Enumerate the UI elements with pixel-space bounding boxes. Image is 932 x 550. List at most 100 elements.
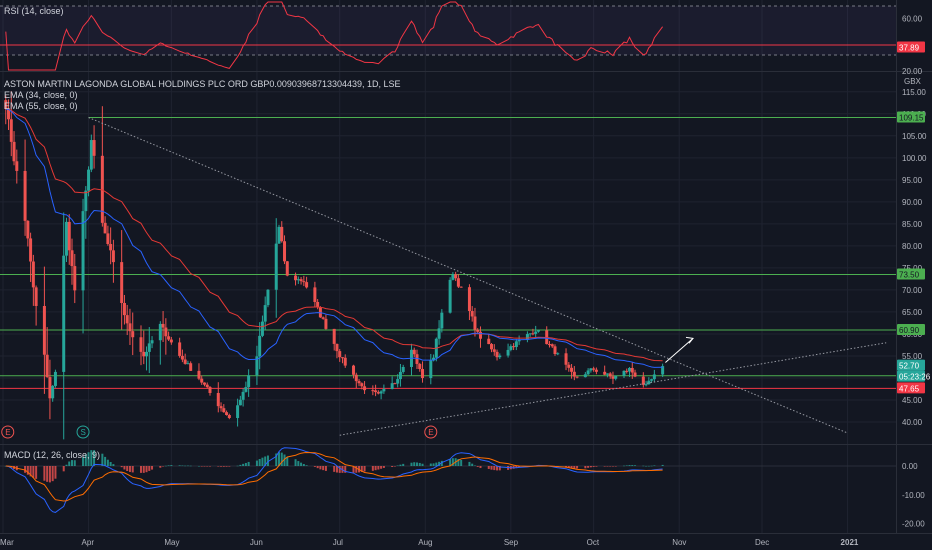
macd-bar	[46, 466, 49, 482]
macd-bar	[609, 466, 612, 467]
macd-bar	[54, 466, 57, 479]
event-marker: S	[76, 425, 90, 439]
macd-tick-label: -20.00	[902, 520, 925, 529]
trendline	[339, 342, 887, 436]
macd-pane[interactable]: MACD (12, 26, close, 9)	[0, 447, 896, 513]
macd-bar	[217, 466, 220, 467]
macd-bar	[355, 466, 358, 473]
candle-body	[379, 391, 383, 394]
macd-signal-line	[5, 451, 663, 502]
macd-bar	[203, 466, 206, 467]
macd-bar	[421, 463, 424, 466]
tag-resistance-1: 109.15	[899, 114, 924, 123]
candle-body	[274, 243, 278, 290]
candle-body	[258, 335, 262, 357]
candle-body	[550, 344, 554, 347]
macd-bar	[128, 466, 131, 472]
candle-body	[570, 367, 574, 372]
candle-body	[490, 344, 494, 350]
rsi-pane[interactable]: RSI (14, close)	[0, 1, 896, 71]
candle-body	[390, 383, 394, 390]
candle-body	[227, 415, 231, 418]
candle-body	[534, 331, 538, 334]
macd-bar	[170, 465, 173, 466]
macd-bar	[611, 466, 614, 467]
macd-bar	[642, 465, 645, 467]
candle-body	[189, 363, 193, 371]
candle-body	[605, 373, 609, 375]
macd-bar	[82, 457, 85, 466]
macd-bar	[300, 462, 303, 466]
candle-body	[150, 340, 154, 344]
macd-axis[interactable]: 0.00 -10.00 -20.00	[902, 462, 925, 529]
candle-body	[67, 221, 71, 251]
macd-bar	[200, 466, 203, 467]
projection-arrow[interactable]	[665, 336, 694, 363]
time-tick-label: Apr	[82, 538, 95, 547]
macd-bar	[435, 462, 438, 466]
tag-support-bg	[897, 382, 925, 394]
candle-body	[169, 339, 173, 343]
candle-body	[277, 226, 281, 244]
candle-body	[567, 364, 571, 368]
macd-bar	[43, 466, 46, 481]
candle-body	[509, 346, 513, 350]
candle-body	[48, 377, 52, 399]
candle-body	[335, 343, 339, 352]
macd-bar	[498, 466, 501, 471]
price-pane[interactable]: E S E ASTON MARTIN LAGONDA GLOBAL HOLDINGS…	[0, 79, 896, 440]
candle-body	[603, 371, 607, 375]
price-tick-label: 90.00	[902, 198, 923, 207]
rsi-title: RSI (14, close)	[4, 6, 64, 16]
macd-bar	[162, 466, 165, 467]
macd-bar	[479, 466, 482, 469]
macd-bar	[313, 466, 316, 467]
macd-bar	[515, 466, 518, 469]
macd-bar	[449, 459, 452, 466]
time-axis[interactable]: Mar Apr May Jun Jul Aug Sep Oct Nov Dec 2021	[0, 538, 859, 547]
macd-bar	[623, 465, 625, 467]
candle-body	[89, 140, 93, 170]
macd-bar	[266, 455, 269, 466]
candle-body	[589, 368, 593, 371]
candle-body	[31, 261, 35, 288]
price-tick-label: 70.00	[902, 286, 923, 295]
candle-body	[564, 353, 568, 365]
price-tags: 109.15 73.50 60.90 52.70 05:23:26 47.65 37.89	[897, 41, 931, 394]
candle-body	[429, 360, 433, 379]
macd-bar	[584, 466, 587, 469]
macd-bar	[457, 458, 460, 466]
macd-bar	[573, 466, 576, 469]
macd-bar	[338, 466, 341, 473]
candle-body	[382, 389, 386, 392]
macd-bar	[71, 460, 73, 466]
candle-body	[661, 366, 665, 375]
candles	[4, 91, 665, 440]
candle-body	[283, 241, 287, 262]
candle-body	[244, 387, 248, 392]
ema55-line	[5, 108, 663, 362]
candle-body	[412, 349, 416, 355]
macd-bar	[297, 461, 300, 466]
candle-body	[29, 238, 33, 262]
macd-bar	[239, 464, 242, 466]
candle-body	[572, 371, 576, 377]
event-marker-label: S	[81, 428, 86, 437]
macd-bar	[225, 466, 228, 467]
candle-body	[147, 343, 151, 352]
macd-bar	[123, 466, 126, 470]
candle-body	[139, 337, 143, 352]
macd-bar	[576, 466, 579, 469]
macd-bar	[377, 466, 380, 470]
candle-body	[255, 356, 259, 376]
candle-body	[340, 357, 344, 359]
macd-bar	[416, 462, 418, 466]
rsi-tick-label: 60.00	[902, 15, 923, 24]
macd-bar	[603, 466, 606, 467]
arrow-head	[685, 336, 694, 344]
price-tick-label: 75.00	[902, 264, 923, 273]
candle-body	[103, 222, 107, 234]
macd-bar	[142, 466, 145, 473]
